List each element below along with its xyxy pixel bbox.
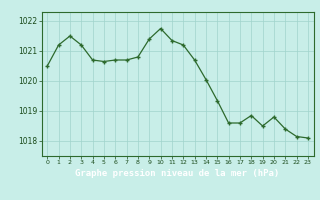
- X-axis label: Graphe pression niveau de la mer (hPa): Graphe pression niveau de la mer (hPa): [76, 169, 280, 178]
